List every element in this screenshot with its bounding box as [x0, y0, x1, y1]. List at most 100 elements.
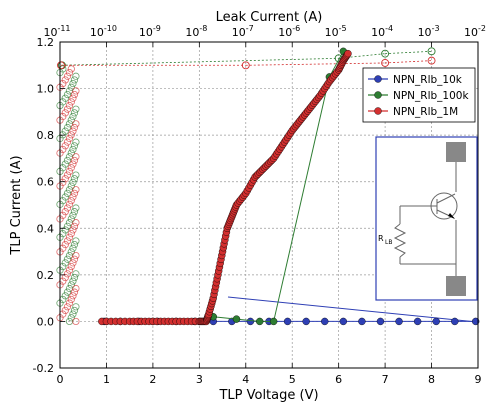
leak-point	[63, 90, 72, 99]
leak-point	[61, 142, 69, 150]
legend-label: NPN_Rlb_10k	[393, 74, 463, 86]
leak-point	[61, 160, 69, 168]
leak-point	[61, 306, 69, 315]
leak-line	[385, 50, 432, 55]
iv-point	[321, 317, 329, 326]
y-tick-label: -0.2	[33, 362, 54, 375]
legend-label: NPN_Rlb_1M	[393, 106, 458, 118]
leak-point	[61, 259, 69, 267]
leak-point	[241, 61, 250, 70]
x-tick-label: 8	[428, 373, 435, 386]
leak-point	[65, 101, 74, 110]
leak-point	[72, 251, 80, 260]
leak-point	[72, 120, 80, 128]
leak-point	[63, 138, 72, 146]
x2-tick-label: 10-4	[371, 24, 393, 39]
x2-tick-labels: 10-11 10-10 10-9 10-8 10-7 10-6 10-5 10-4 10-3 10…	[43, 24, 486, 47]
x2-tick-label: 10-11	[43, 24, 70, 39]
leak-point	[61, 240, 69, 249]
leak-point	[63, 303, 72, 311]
x-tick-label: 4	[242, 373, 249, 386]
leak-point	[70, 240, 79, 249]
leak-point	[70, 142, 79, 150]
leak-point	[63, 189, 72, 197]
leak-point	[63, 237, 72, 245]
leak-point	[67, 248, 75, 256]
leak-point	[61, 94, 69, 102]
leak-point	[70, 109, 79, 117]
x2-tick-label: 10-3	[418, 24, 440, 39]
leak-point	[69, 211, 77, 219]
leak-point	[69, 178, 77, 186]
leak-point	[65, 299, 74, 307]
legend-label: NPN_Rlb_100k	[393, 90, 469, 102]
y-tick-label: 0.2	[37, 269, 55, 282]
leak-point	[427, 47, 436, 56]
leak-point	[61, 109, 69, 117]
leak-point	[67, 116, 75, 124]
leak-line	[385, 60, 432, 64]
y-tick-label: 0.8	[37, 129, 55, 142]
leak-point	[61, 76, 69, 84]
leak-point	[72, 270, 80, 278]
leak-point	[70, 255, 79, 263]
x-tick-label: 7	[382, 373, 389, 386]
leak-point	[69, 127, 77, 135]
leak-point	[69, 259, 77, 267]
leak-point	[69, 244, 77, 252]
iv-point	[344, 49, 352, 58]
leak-point	[61, 208, 69, 216]
leak-point	[61, 273, 69, 282]
x-tick-label: 3	[196, 373, 203, 386]
x-tick-label: 2	[149, 373, 156, 386]
leak-point	[70, 288, 79, 296]
leak-point	[72, 219, 80, 227]
leak-point	[381, 49, 390, 58]
leak-point	[67, 230, 75, 238]
leak-point	[70, 273, 79, 282]
x2-tick-label: 10-8	[185, 24, 207, 39]
leak-point	[65, 167, 74, 176]
leak-point	[63, 204, 72, 212]
leak-point	[72, 153, 80, 161]
leak-point	[67, 149, 75, 157]
leak-point	[67, 314, 75, 322]
leak-point	[69, 145, 77, 154]
x2-tick-label: 10-10	[90, 24, 117, 39]
x2-tick-label: 10-9	[139, 24, 161, 39]
leak-point	[72, 138, 80, 146]
iv-point	[256, 317, 264, 326]
leak-point	[67, 295, 75, 304]
legend-marker	[374, 107, 382, 115]
iv-point	[283, 317, 292, 326]
leak-point	[67, 182, 75, 190]
leak-point	[70, 90, 79, 99]
iv-point	[376, 317, 385, 326]
leak-point	[70, 123, 79, 132]
y-tick-label: 1.2	[37, 36, 55, 49]
x-tick-label: 5	[289, 373, 296, 386]
leak-point	[57, 61, 65, 70]
top-pad	[446, 142, 466, 162]
x-tick-labels: 0 1 2 3 4 5 6 7 8 9	[57, 363, 482, 386]
leak-point	[65, 200, 74, 208]
leak-point	[65, 233, 74, 241]
iv-point	[451, 317, 459, 326]
x-tick-label: 6	[335, 373, 342, 386]
iv-points	[98, 47, 480, 326]
plot-frame	[59, 41, 479, 369]
iv-point	[302, 317, 310, 326]
leak-point	[72, 204, 80, 212]
leak-point	[67, 197, 75, 205]
bottom-pad	[446, 276, 466, 296]
leak-point	[70, 156, 79, 165]
resistor-symbol	[393, 223, 407, 258]
y-tick-labels: -0.2 0.0 0.2 0.4 0.6 0.8 1.0 1.2	[33, 36, 65, 375]
leak-point	[65, 266, 74, 274]
leak-point	[69, 310, 77, 318]
leak-point	[67, 262, 75, 271]
leak-point	[69, 160, 77, 168]
x2-tick-label: 10-2	[464, 24, 486, 39]
leak-point	[72, 317, 80, 326]
leak-point	[67, 215, 75, 223]
